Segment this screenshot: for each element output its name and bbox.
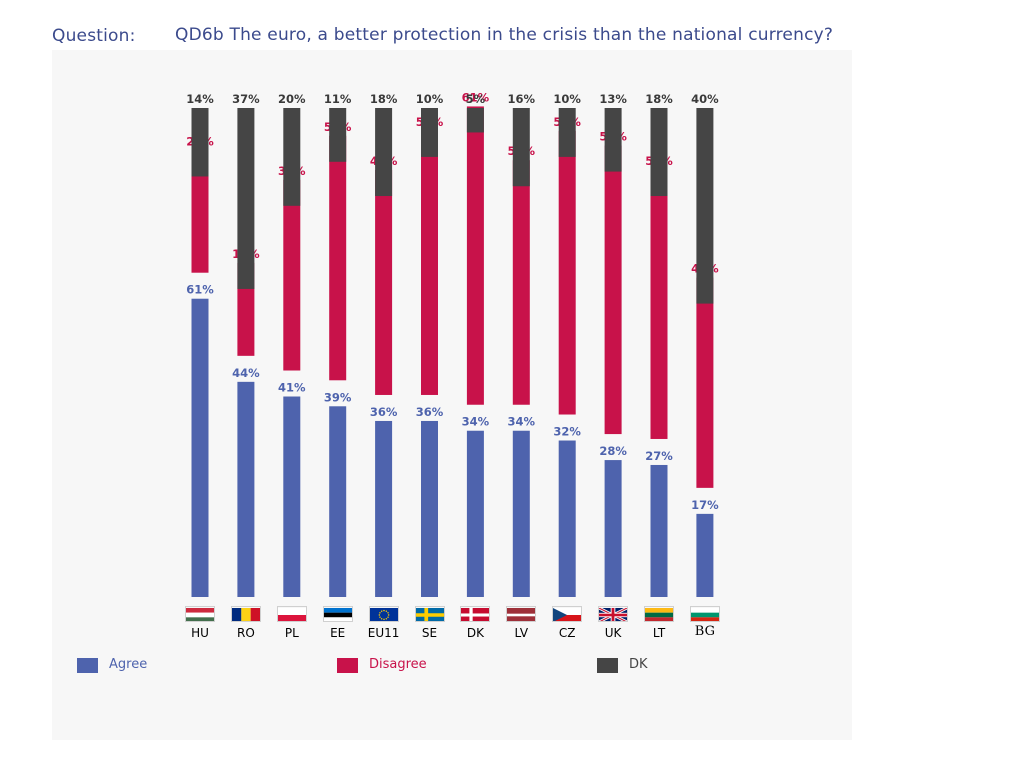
flag-pl-icon xyxy=(276,606,307,622)
category-label-hu: HU xyxy=(191,626,209,640)
bar-dk-cz xyxy=(558,108,576,157)
data-label-agree-dk: 34% xyxy=(462,415,490,429)
bar-disagree-dk xyxy=(466,106,484,405)
legend-swatch-dk xyxy=(597,658,618,673)
data-label-dk-lt: 18% xyxy=(645,92,673,106)
data-label-dk-bg: 40% xyxy=(691,92,719,106)
category-label-pl: PL xyxy=(284,626,299,640)
category-label-dk: DK xyxy=(466,626,484,640)
bar-disagree-bg xyxy=(696,277,714,488)
bar-dk-hu xyxy=(191,108,209,177)
bar-agree-cz xyxy=(558,440,576,597)
data-label-dk-lv: 16% xyxy=(508,92,536,106)
category-label-uk: UK xyxy=(604,626,622,640)
flag-bg-icon xyxy=(689,606,720,622)
flag-se-icon xyxy=(414,606,445,622)
bar-agree-eu11 xyxy=(375,420,393,597)
category-label-ee: EE xyxy=(330,626,346,640)
legend-label-disagree: Disagree xyxy=(369,657,427,672)
data-label-dk-hu: 14% xyxy=(186,92,214,106)
bar-dk-ro xyxy=(237,108,255,289)
legend-label-dk: DK xyxy=(629,657,648,672)
bar-dk-uk xyxy=(604,108,622,172)
bar-agree-pl xyxy=(283,396,301,597)
legend-swatch-agree xyxy=(77,658,98,673)
bar-agree-uk xyxy=(604,460,622,597)
bar-agree-bg xyxy=(696,513,714,597)
flag-hu-icon xyxy=(185,606,215,622)
bar-dk-eu11 xyxy=(375,108,393,197)
bar-dk-bg xyxy=(696,108,714,304)
category-label-bg: BG xyxy=(694,624,715,639)
data-label-agree-pl: 41% xyxy=(278,381,306,395)
flag-ro-icon xyxy=(230,606,261,622)
data-label-dk-dk: 5% xyxy=(466,92,486,106)
category-label-cz: CZ xyxy=(558,626,576,640)
flag-dk-icon xyxy=(460,606,491,622)
category-label-lv: LV xyxy=(514,626,529,640)
legend-label-agree: Agree xyxy=(109,657,148,672)
flag-cz-icon xyxy=(552,606,583,622)
data-label-agree-ro: 44% xyxy=(232,366,260,380)
question-text: QD6b The euro, a better protection in th… xyxy=(175,25,834,45)
bar-agree-ee xyxy=(329,406,347,597)
category-label-se: SE xyxy=(421,626,438,640)
flag-eu11-icon xyxy=(368,606,399,622)
category-label-lt: LT xyxy=(652,626,666,640)
bar-agree-hu xyxy=(191,298,209,597)
question-label: Question: xyxy=(52,26,136,46)
data-label-agree-eu11: 36% xyxy=(370,405,398,419)
bar-dk-dk xyxy=(466,108,484,133)
bar-disagree-se xyxy=(421,130,438,395)
legend-swatch-disagree xyxy=(337,658,358,673)
bar-disagree-lt xyxy=(650,170,668,439)
data-label-dk-ro: 37% xyxy=(232,92,260,106)
bar-agree-se xyxy=(421,420,438,597)
flag-lv-icon xyxy=(506,606,537,622)
bar-dk-se xyxy=(421,108,438,157)
bar-disagree-cz xyxy=(558,130,576,415)
data-label-agree-bg: 17% xyxy=(691,498,719,512)
bar-dk-pl xyxy=(283,108,301,206)
bar-disagree-lv xyxy=(512,160,530,405)
bar-agree-ro xyxy=(237,381,255,597)
bar-disagree-hu xyxy=(191,150,209,273)
data-label-agree-lt: 27% xyxy=(645,449,673,463)
data-label-dk-ee: 11% xyxy=(324,92,352,106)
bar-dk-lv xyxy=(512,108,530,187)
data-label-dk-uk: 13% xyxy=(599,92,627,106)
data-label-agree-ee: 39% xyxy=(324,390,352,404)
data-label-dk-se: 10% xyxy=(416,92,444,106)
bar-disagree-pl xyxy=(283,179,301,371)
category-label-eu11: EU11 xyxy=(367,626,400,640)
data-label-dk-cz: 10% xyxy=(553,92,581,106)
data-label-disagree-dk: 61% xyxy=(462,90,490,104)
data-label-agree-uk: 28% xyxy=(599,444,627,458)
category-label-ro: RO xyxy=(236,626,255,640)
bar-dk-lt xyxy=(650,108,668,197)
data-label-agree-se: 36% xyxy=(416,405,444,419)
data-label-agree-hu: 61% xyxy=(186,283,214,297)
data-label-dk-pl: 20% xyxy=(278,92,306,106)
bar-disagree-ee xyxy=(329,135,347,381)
flag-ee-icon xyxy=(322,606,353,622)
bar-agree-lt xyxy=(650,464,668,597)
bar-dk-ee xyxy=(329,108,347,162)
bar-disagree-eu11 xyxy=(375,170,393,395)
data-label-dk-eu11: 18% xyxy=(370,92,398,106)
bar-agree-dk xyxy=(466,430,484,597)
flag-uk-icon xyxy=(598,606,629,622)
data-label-agree-cz: 32% xyxy=(553,425,581,439)
bar-disagree-uk xyxy=(604,145,622,435)
chart-panel xyxy=(52,50,852,740)
data-label-agree-lv: 34% xyxy=(508,415,536,429)
bar-agree-lv xyxy=(512,430,530,597)
flag-lt-icon xyxy=(644,606,674,622)
